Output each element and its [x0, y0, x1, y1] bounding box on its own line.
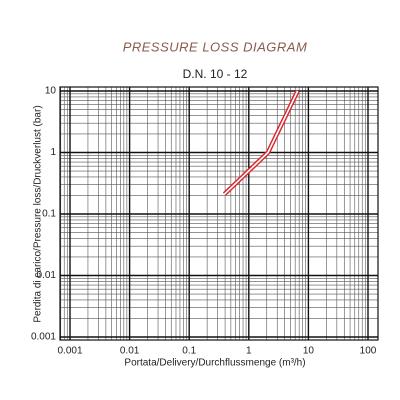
y-tick-label: 1: [50, 147, 56, 158]
x-tick-label: 10: [303, 346, 315, 357]
x-tick-label: 0.001: [57, 346, 82, 357]
x-axis-label: Portata/Delivery/Durchflussmenge (m³/h): [124, 358, 305, 369]
x-tick-label: 0.01: [120, 346, 140, 357]
y-tick-label: 10: [45, 86, 57, 97]
x-tick-label: 1: [246, 346, 252, 357]
x-tick-label: 0.1: [182, 346, 196, 357]
chart-subtitle: D.N. 10 - 12: [183, 67, 248, 81]
y-axis-label: Perdita di carico/Pressure loss/Druckver…: [33, 105, 44, 322]
chart-title: PRESSURE LOSS DIAGRAM: [123, 39, 308, 54]
y-tick-label: 0.01: [37, 270, 57, 281]
plot-frame: [59, 86, 379, 341]
series-line-core: [223, 90, 299, 195]
y-tick-label: 0.1: [42, 209, 56, 220]
x-tick-label: 100: [360, 346, 377, 357]
y-tick-label: 0.001: [31, 332, 56, 343]
